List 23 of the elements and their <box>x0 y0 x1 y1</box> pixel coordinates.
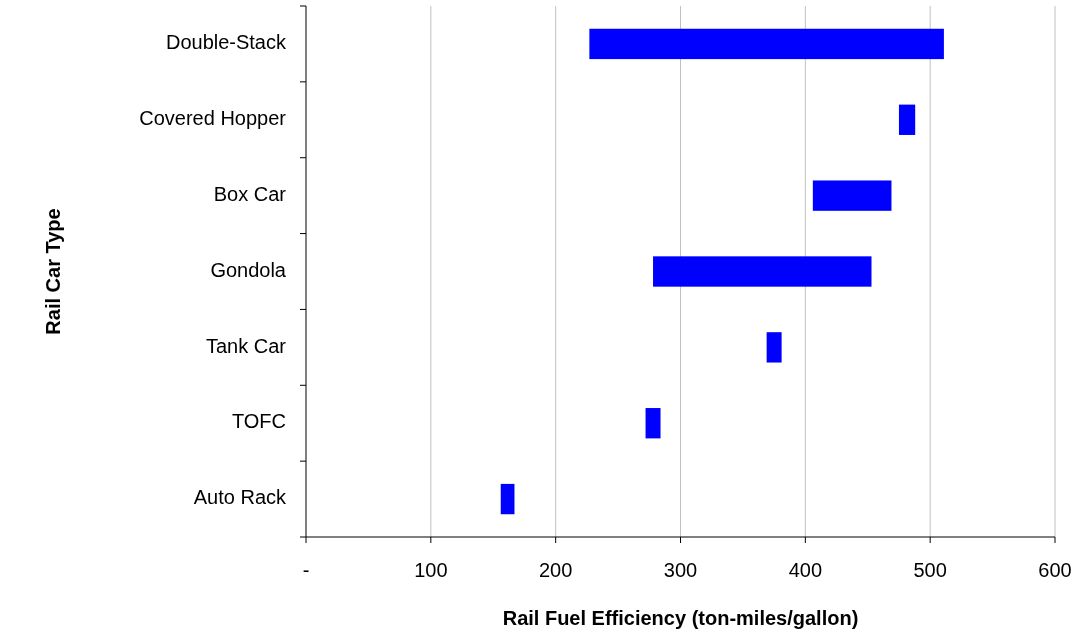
bar <box>766 332 782 363</box>
bar <box>645 408 661 439</box>
y-tick-label: Auto Rack <box>193 486 287 509</box>
bar <box>812 180 892 211</box>
bar <box>500 483 515 515</box>
y-tick-label: TOFC <box>231 410 286 433</box>
y-tick-label: Covered Hopper <box>139 107 287 130</box>
y-tick-label: Box Car <box>213 182 287 205</box>
x-tick-label: 400 <box>788 559 823 581</box>
bar <box>589 28 944 60</box>
y-tick-label: Double-Stack <box>165 31 287 54</box>
x-tick-label: 600 <box>1038 559 1072 581</box>
y-tick-label: Gondola <box>210 258 287 281</box>
y-tick-label: Tank Car <box>205 334 287 357</box>
x-tick-label: 300 <box>663 559 698 581</box>
y-axis-title: Rail Car Type <box>42 208 64 335</box>
x-tick-label: 100 <box>414 559 448 581</box>
bar <box>898 104 916 135</box>
bar <box>653 256 872 287</box>
x-tick-label: 200 <box>538 559 573 581</box>
x-tick-label: 500 <box>913 559 947 581</box>
x-axis-title: Rail Fuel Efficiency (ton-miles/gallon) <box>502 607 859 629</box>
x-tick-label: - <box>302 559 310 581</box>
